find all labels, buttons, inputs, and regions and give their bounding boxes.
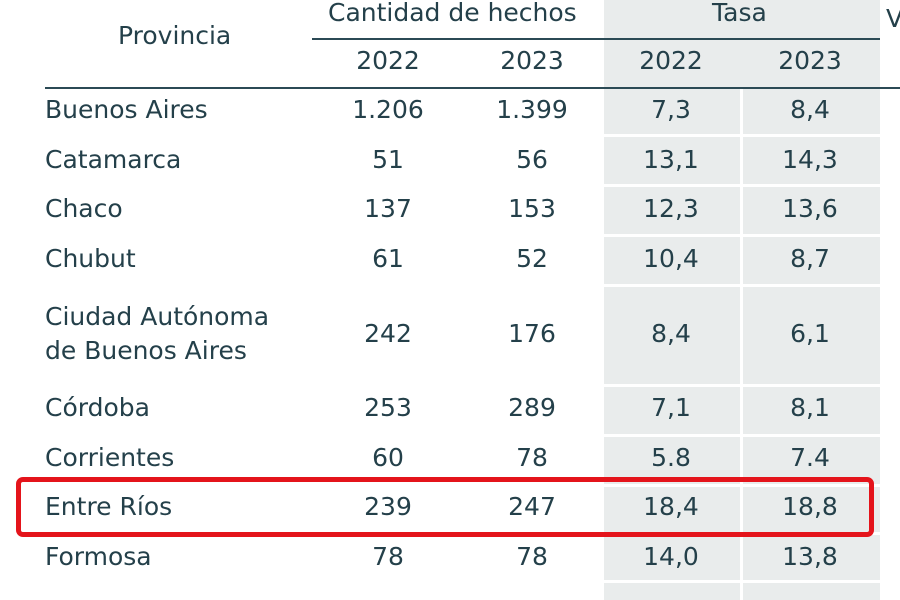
header-bottom-rule (45, 87, 900, 89)
highlight-box (16, 477, 874, 537)
cell-tasa-2023: 13,8 (782, 542, 838, 571)
header-year-cantidad-2023: 2023 (500, 46, 564, 75)
cell-tasa-2022: 7,1 (651, 393, 691, 422)
cell-provincia: Chubut (45, 244, 136, 273)
cell-cantidad-2023: 247 (508, 492, 556, 521)
row-separator (604, 384, 880, 387)
row-separator (604, 580, 880, 583)
cell-cantidad-2023: 78 (516, 443, 548, 472)
cell-tasa-2022: 14,0 (643, 542, 699, 571)
cell-cantidad-2022: 61 (372, 244, 404, 273)
cell-provincia: Chaco (45, 194, 123, 223)
row-separator (604, 134, 880, 137)
cell-tasa-2022: 18,4 (643, 492, 699, 521)
cell-tasa-2022: 10,4 (643, 244, 699, 273)
header-year-tasa-2022: 2022 (639, 46, 703, 75)
cell-provincia: Córdoba (45, 393, 150, 422)
cell-cantidad-2023: 1.399 (496, 95, 568, 124)
cell-cantidad-2023: 289 (508, 393, 556, 422)
cell-cantidad-2022: 1.206 (352, 95, 424, 124)
cell-tasa-2023: 18,8 (782, 492, 838, 521)
row-separator (604, 284, 880, 287)
cell-tasa-2022: 8,4 (651, 319, 691, 348)
cell-cantidad-2022: 78 (372, 542, 404, 571)
row-separator (604, 434, 880, 437)
cell-provincia: Formosa (45, 542, 152, 571)
cell-tasa-2023: 6,1 (790, 319, 830, 348)
cell-provincia: Buenos Aires (45, 95, 208, 124)
header-provincia: Provincia (118, 21, 232, 50)
cell-provincia: Entre Ríos (45, 492, 173, 521)
cell-provincia: Corrientes (45, 443, 175, 472)
cell-cantidad-2022: 51 (372, 145, 404, 174)
cell-tasa-2023: 8,1 (790, 393, 830, 422)
header-cut-off: V (886, 4, 900, 33)
cell-provincia-line1: Ciudad Autónoma (45, 302, 270, 331)
cell-cantidad-2023: 153 (508, 194, 556, 223)
cell-provincia: Catamarca (45, 145, 182, 174)
cell-tasa-2023: 13,6 (782, 194, 838, 223)
cell-cantidad-2022: 137 (364, 194, 412, 223)
cell-tasa-2022: 13,1 (643, 145, 699, 174)
cell-cantidad-2022: 242 (364, 319, 412, 348)
row-separator (604, 184, 880, 187)
cell-cantidad-2022: 239 (364, 492, 412, 521)
cell-cantidad-2023: 78 (516, 542, 548, 571)
header-year-tasa-2023: 2023 (778, 46, 842, 75)
cell-cantidad-2023: 56 (516, 145, 548, 174)
cell-tasa-2023: 8,7 (790, 244, 830, 273)
cell-tasa-2022: 7,3 (651, 95, 691, 124)
header-tasa: Tasa (712, 0, 767, 27)
row-separator (604, 234, 880, 237)
cell-tasa-2023: 7.4 (790, 443, 830, 472)
header-year-cantidad-2022: 2022 (356, 46, 420, 75)
tasa-column-divider (740, 88, 743, 600)
cell-cantidad-2022: 253 (364, 393, 412, 422)
cell-tasa-2022: 12,3 (643, 194, 699, 223)
header-cantidad-de-hechos: Cantidad de hechos (328, 0, 577, 27)
cell-cantidad-2023: 52 (516, 244, 548, 273)
cell-tasa-2022: 5.8 (651, 443, 691, 472)
cell-cantidad-2022: 60 (372, 443, 404, 472)
cell-provincia-line2: de Buenos Aires (45, 336, 247, 365)
cell-tasa-2023: 14,3 (782, 145, 838, 174)
cell-tasa-2023: 8,4 (790, 95, 830, 124)
header-group-rule (312, 38, 880, 40)
cell-cantidad-2023: 176 (508, 319, 556, 348)
row-separator (604, 484, 880, 487)
